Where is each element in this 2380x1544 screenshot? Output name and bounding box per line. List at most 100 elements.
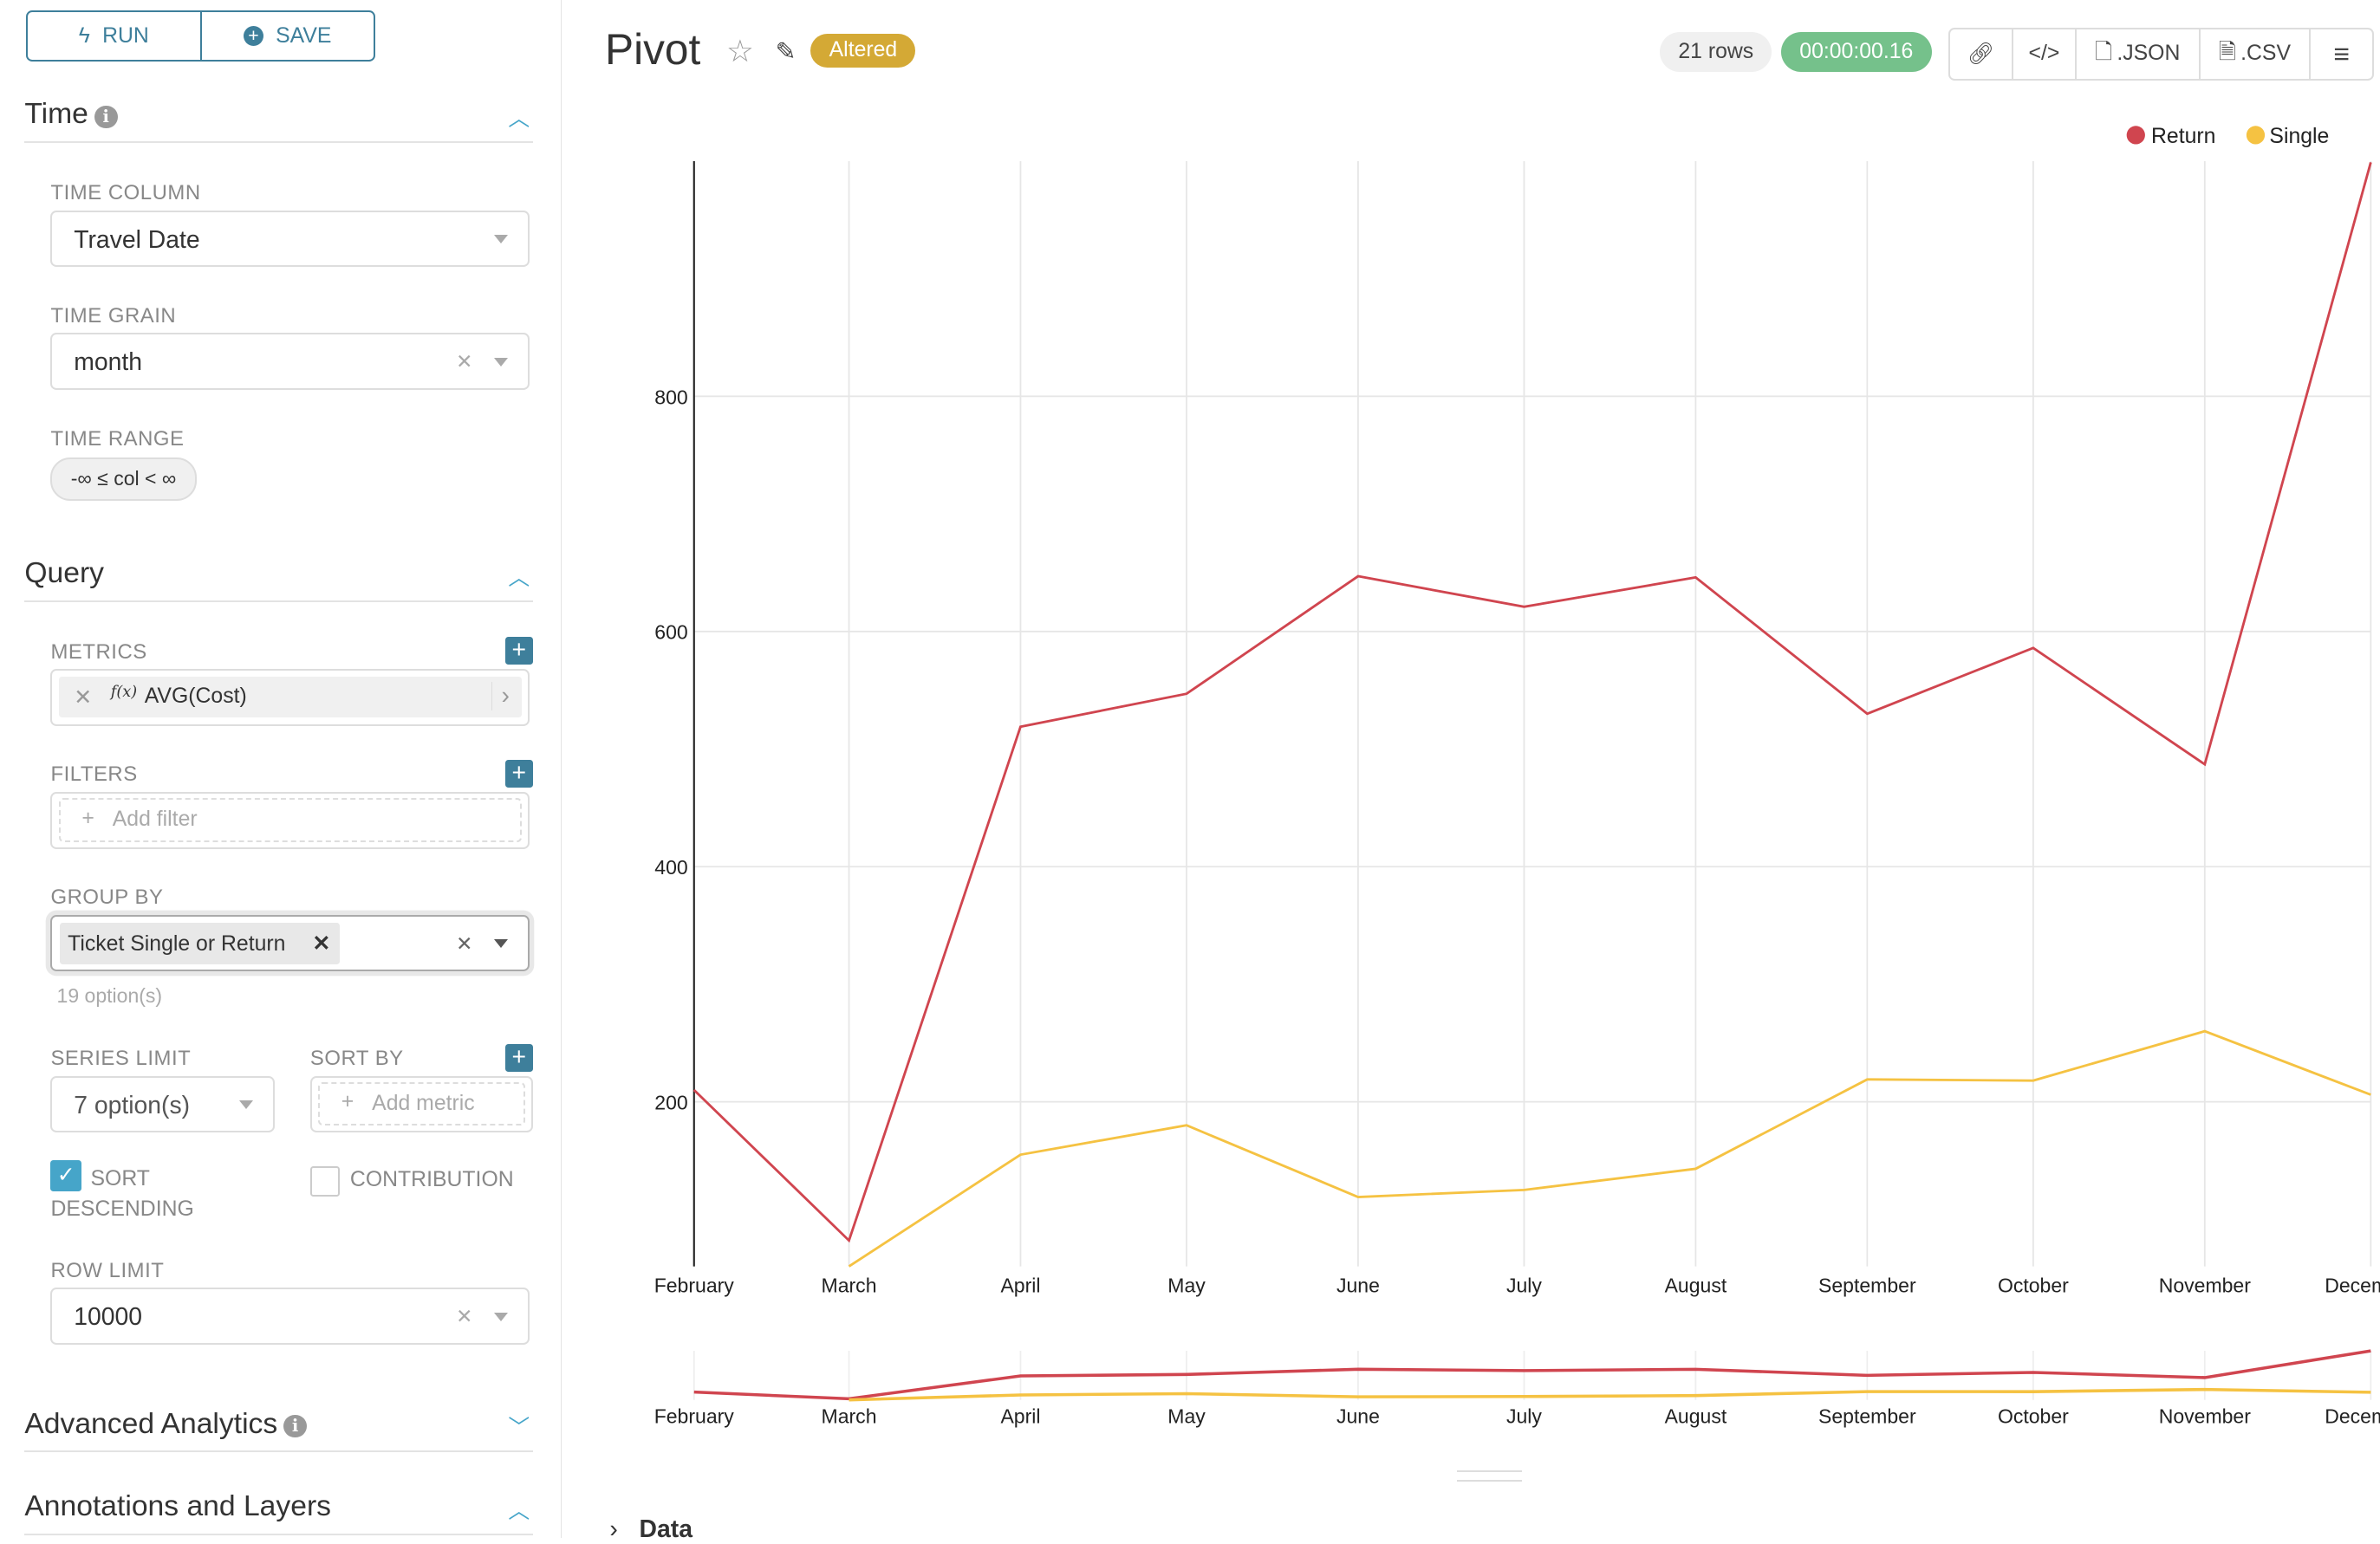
time-column-select[interactable]: Travel Date <box>50 210 530 268</box>
hamburger-icon: ≡ <box>2333 37 2350 69</box>
x-tick-label: February <box>654 1275 735 1297</box>
time-section-header[interactable]: Time i ︿ <box>24 89 533 143</box>
link-icon: 🔗︎ <box>1967 42 1995 66</box>
embed-button[interactable]: </> <box>2012 29 2075 79</box>
caret-down-icon <box>494 1312 509 1321</box>
legend-return-label[interactable]: Return <box>2151 125 2215 148</box>
remove-metric-icon[interactable]: ✕ <box>74 686 93 710</box>
metric-value: AVG(Cost) <box>144 684 247 709</box>
caret-down-icon <box>239 1100 254 1109</box>
query-section-header[interactable]: Query ︿ <box>24 548 533 602</box>
json-button[interactable]: 🗋 .JSON <box>2074 29 2199 79</box>
brush-line-return <box>693 1349 2371 1401</box>
brush-x-tick-label: August <box>1665 1405 1727 1427</box>
edit-icon[interactable]: ✎ <box>775 37 797 66</box>
bolt-icon: ϟ <box>78 23 90 48</box>
chevron-right-icon[interactable]: › <box>491 681 510 710</box>
x-tick-label: June <box>1336 1275 1380 1297</box>
code-icon: </> <box>2028 42 2060 66</box>
chevron-down-icon[interactable]: ﹀ <box>508 1417 530 1441</box>
series-limit-select[interactable]: 7 option(s) <box>50 1075 276 1133</box>
filters-label: FILTERS <box>50 762 138 787</box>
legend-single-label[interactable]: Single <box>2269 125 2329 148</box>
file-text-icon: 🗎 <box>2218 40 2236 64</box>
x-tick-label: November <box>2159 1275 2252 1297</box>
legend-return-dot[interactable] <box>2126 126 2145 145</box>
x-tick-label: September <box>1818 1275 1916 1297</box>
time-column-label: TIME COLUMN <box>50 181 201 205</box>
add-filter-plus-icon[interactable]: + <box>504 759 533 788</box>
data-section-toggle[interactable]: › Data <box>609 1515 693 1544</box>
menu-button[interactable]: ≡ <box>2309 29 2372 79</box>
run-button[interactable]: ϟ RUN <box>28 12 199 60</box>
time-grain-value: month <box>74 348 142 377</box>
plus-icon: + <box>81 806 94 830</box>
x-tick-label: December <box>2325 1275 2380 1297</box>
x-tick-label: October <box>1998 1275 2069 1297</box>
caret-down-icon <box>494 357 509 367</box>
time-column-value: Travel Date <box>74 225 200 254</box>
legend-single-dot[interactable] <box>2246 126 2266 145</box>
filters-box: + Add filter <box>50 792 530 849</box>
add-metric-button[interactable]: + Add metric <box>317 1082 525 1126</box>
chevron-up-icon[interactable]: ︿ <box>508 566 530 590</box>
series-limit-label: SERIES LIMIT <box>50 1047 192 1071</box>
control-panel: ϟ RUN + SAVE Time i ︿ TIME COLUMN Travel Da… <box>0 0 562 1539</box>
csv-button[interactable]: 🗎 .CSV <box>2198 29 2310 79</box>
group-by-select[interactable]: Ticket Single or Return ✕ ✕ <box>50 914 530 972</box>
series-line-return <box>693 161 2372 1243</box>
annotations-header[interactable]: Annotations and Layers ︿ <box>24 1482 533 1535</box>
y-tick-label: 400 <box>654 856 687 879</box>
clear-icon[interactable]: ✕ <box>456 931 473 955</box>
info-icon: i <box>283 1414 307 1438</box>
resize-handle[interactable] <box>1457 1470 1522 1482</box>
add-filter-label: Add filter <box>112 808 198 832</box>
chart-title[interactable]: Pivot <box>605 25 701 75</box>
run-label: RUN <box>102 23 149 48</box>
metric-tag[interactable]: ✕ f(x) AVG(Cost) › <box>58 677 523 717</box>
contribution-checkbox[interactable] <box>309 1166 340 1197</box>
data-section-label: Data <box>639 1515 693 1543</box>
advanced-title: Advanced Analytics <box>24 1407 278 1440</box>
sort-descending-checkbox[interactable]: ✓ <box>50 1160 81 1191</box>
time-title: Time <box>24 98 88 131</box>
clear-icon[interactable]: ✕ <box>456 350 473 373</box>
caret-down-icon[interactable] <box>494 939 509 948</box>
brush-x-tick-label: October <box>1998 1405 2069 1427</box>
time-grain-select[interactable]: month ✕ <box>50 333 530 390</box>
add-metric-icon[interactable]: + <box>504 636 533 665</box>
chevron-up-icon[interactable]: ︿ <box>508 1499 530 1523</box>
time-range-pill[interactable]: -∞ ≤ col < ∞ <box>50 457 197 501</box>
row-count-badge: 21 rows <box>1660 32 1772 73</box>
json-label: .JSON <box>2117 42 2181 66</box>
x-tick-label: July <box>1506 1275 1542 1297</box>
metrics-select[interactable]: ✕ f(x) AVG(Cost) › <box>50 669 530 726</box>
file-code-icon: 🗋 <box>2095 40 2113 64</box>
add-metric-label: Add metric <box>372 1092 475 1116</box>
options-count: 19 option(s) <box>56 983 163 1007</box>
star-icon[interactable]: ☆ <box>725 33 754 68</box>
brush-x-tick-label: February <box>654 1405 735 1427</box>
save-label: SAVE <box>276 23 332 48</box>
advanced-analytics-header[interactable]: Advanced Analytics i ﹀ <box>24 1398 533 1453</box>
add-filter-button[interactable]: + Add filter <box>58 798 523 842</box>
metrics-label: METRICS <box>50 639 147 664</box>
remove-tag-icon[interactable]: ✕ <box>312 931 331 956</box>
link-button[interactable]: 🔗︎ <box>1950 29 2012 79</box>
plus-circle-icon: + <box>243 26 263 47</box>
chevron-right-icon: › <box>609 1515 618 1543</box>
x-tick-label: August <box>1665 1275 1727 1297</box>
chevron-up-icon[interactable]: ︿ <box>508 107 530 131</box>
contribution-label: CONTRIBUTION <box>349 1168 514 1192</box>
row-limit-select[interactable]: 10000 ✕ <box>50 1288 530 1345</box>
clear-icon[interactable]: ✕ <box>456 1305 473 1328</box>
add-sort-plus-icon[interactable]: + <box>504 1043 533 1072</box>
altered-badge[interactable]: Altered <box>810 33 916 68</box>
brush-x-tick-label: April <box>1000 1405 1040 1427</box>
brush-x-tick-label: July <box>1506 1405 1542 1427</box>
sort-by-label: SORT BY <box>309 1047 404 1071</box>
save-button[interactable]: + SAVE <box>199 12 374 61</box>
x-tick-label: May <box>1167 1275 1206 1297</box>
plus-icon: + <box>341 1090 354 1114</box>
